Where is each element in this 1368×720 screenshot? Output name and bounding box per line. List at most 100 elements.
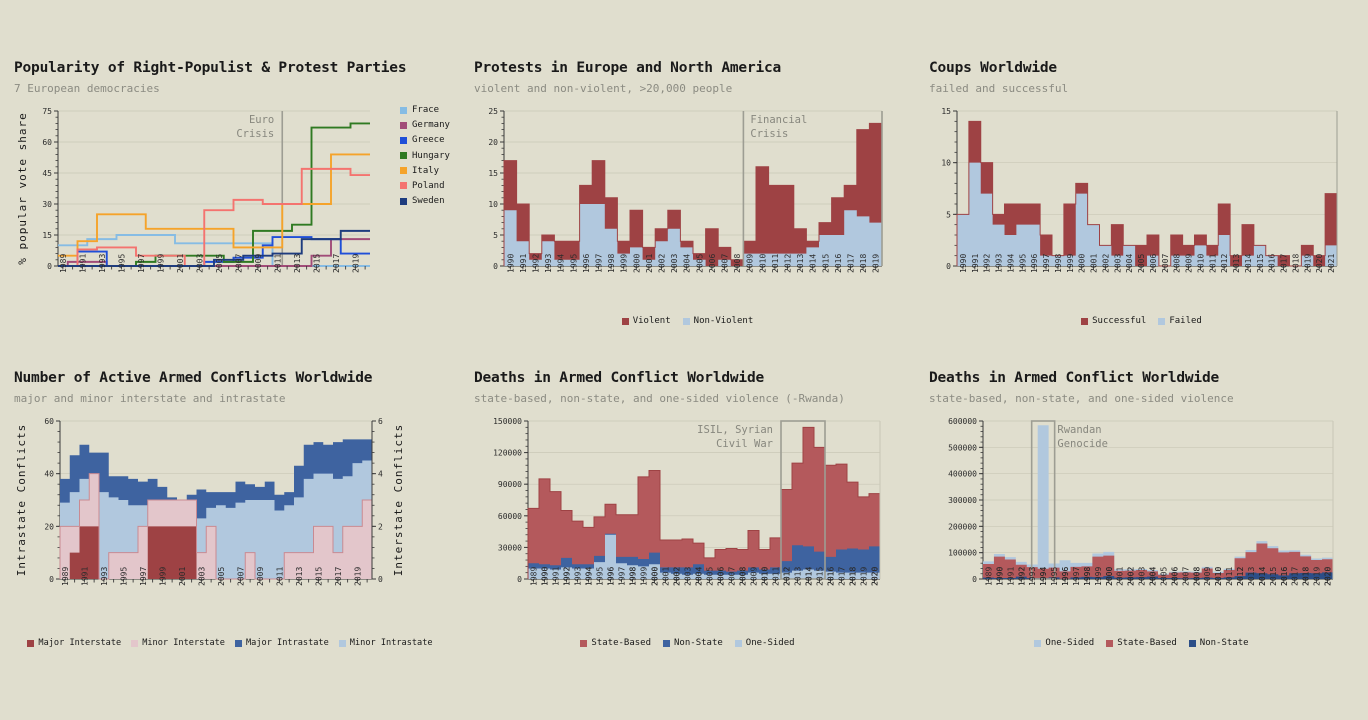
svg-text:30: 30 [42, 200, 52, 209]
legend-item: Sweden [400, 196, 450, 206]
panel-subtitle: violent and non-violent, >20,000 people [474, 82, 733, 95]
svg-text:1996: 1996 [607, 567, 616, 586]
svg-text:1992: 1992 [1017, 567, 1026, 586]
svg-text:2010: 2010 [758, 254, 767, 273]
legend-label: Italy [412, 165, 440, 176]
plot-coups: 0 5 10 15 1990 1991 1992 1993 1994 1995 1996 1997 19… [929, 105, 1354, 320]
panel-title: Popularity of Right-Populist & Protest P… [14, 60, 407, 76]
svg-text:2009: 2009 [256, 567, 265, 586]
svg-text:Genocide: Genocide [1057, 438, 1108, 450]
legend-label: Non-Violent [693, 316, 754, 326]
svg-text:1995: 1995 [117, 254, 126, 273]
svg-text:2017: 2017 [1291, 567, 1300, 586]
svg-text:Euro: Euro [249, 114, 274, 126]
svg-text:1991: 1991 [1006, 567, 1015, 586]
svg-text:1995: 1995 [1050, 567, 1059, 586]
svg-text:2009: 2009 [750, 567, 759, 586]
svg-text:2011: 2011 [273, 254, 282, 273]
svg-text:2002: 2002 [1127, 567, 1136, 586]
svg-text:2015: 2015 [821, 254, 830, 273]
series-area-nonviolent [504, 204, 882, 266]
svg-text:Interstate Conflicts: Interstate Conflicts [392, 424, 405, 576]
svg-text:60: 60 [44, 417, 54, 426]
svg-text:1992: 1992 [563, 567, 572, 586]
svg-text:2018: 2018 [859, 254, 868, 273]
svg-text:1998: 1998 [607, 254, 616, 273]
series-area-non-state [983, 572, 1333, 579]
svg-text:1994: 1994 [585, 567, 594, 586]
svg-text:2020: 2020 [1324, 567, 1333, 586]
svg-text:2013: 2013 [293, 254, 302, 273]
svg-text:2008: 2008 [739, 567, 748, 586]
legend-label: Minor Interstate [142, 638, 225, 648]
svg-text:300000: 300000 [948, 496, 977, 505]
legend-label: Violent [632, 316, 671, 326]
svg-text:1991: 1991 [971, 254, 980, 273]
svg-text:2002: 2002 [673, 567, 682, 586]
svg-text:45: 45 [42, 169, 52, 178]
legend-label: Successful [1092, 316, 1147, 326]
svg-text:2013: 2013 [1232, 254, 1241, 273]
legend-swatch-icon [131, 639, 139, 647]
svg-text:2006: 2006 [708, 254, 717, 273]
svg-text:1990: 1990 [995, 567, 1004, 586]
svg-text:2016: 2016 [1268, 254, 1277, 273]
svg-text:1994: 1994 [557, 254, 566, 273]
legend-swatch-icon [400, 152, 407, 160]
svg-text:1990: 1990 [506, 254, 515, 273]
svg-text:1993: 1993 [100, 567, 109, 586]
panel-title: Number of Active Armed Conflicts Worldwi… [14, 370, 373, 386]
svg-text:2001: 2001 [178, 567, 187, 586]
svg-text:1990: 1990 [959, 254, 968, 273]
svg-text:2012: 2012 [783, 567, 792, 586]
svg-text:1997: 1997 [1042, 254, 1051, 273]
svg-text:0: 0 [378, 575, 383, 584]
legend-item: Hungary [400, 151, 450, 161]
svg-text:2015: 2015 [312, 254, 321, 273]
svg-text:2019: 2019 [353, 567, 362, 586]
svg-text:2009: 2009 [254, 254, 263, 273]
svg-text:1989: 1989 [984, 567, 993, 586]
svg-text:2014: 2014 [1258, 567, 1267, 586]
legend-swatch-icon [663, 639, 671, 647]
svg-text:25: 25 [488, 107, 498, 116]
svg-text:0: 0 [47, 262, 52, 271]
legend-swatch-icon [338, 639, 346, 647]
legend-label: Hungary [412, 150, 450, 161]
svg-text:1998: 1998 [1083, 567, 1092, 586]
svg-text:60000: 60000 [498, 512, 522, 521]
legend-swatch-icon [734, 639, 742, 647]
svg-text:2010: 2010 [761, 567, 770, 586]
svg-text:2010: 2010 [761, 567, 770, 586]
svg-text:60: 60 [42, 138, 52, 147]
svg-text:2006: 2006 [717, 567, 726, 586]
svg-text:4: 4 [378, 470, 383, 479]
svg-text:2: 2 [378, 522, 383, 531]
series-line-sweden [58, 229, 370, 267]
svg-text:2017: 2017 [334, 567, 343, 586]
panel-coups: Coups Worldwide failed and successful 0 5… [915, 60, 1368, 370]
panel-title: Deaths in Armed Conflict Worldwide [929, 370, 1220, 386]
legend-label: Major Interstate [38, 638, 122, 648]
svg-text:1994: 1994 [1039, 567, 1048, 586]
svg-text:1992: 1992 [983, 254, 992, 273]
svg-text:1996: 1996 [1061, 567, 1070, 586]
svg-text:15: 15 [488, 169, 498, 178]
svg-text:1997: 1997 [618, 567, 627, 586]
svg-text:150000: 150000 [493, 417, 522, 426]
svg-text:2008: 2008 [1192, 567, 1201, 586]
svg-text:2018: 2018 [849, 567, 858, 586]
svg-text:Rwandan: Rwandan [1057, 424, 1101, 436]
svg-text:2007: 2007 [234, 254, 243, 273]
svg-text:2007: 2007 [728, 567, 737, 586]
svg-text:1991: 1991 [78, 254, 87, 273]
panel-subtitle: failed and successful [929, 82, 1069, 95]
svg-text:% popular vote share: % popular vote share [16, 112, 29, 264]
svg-text:1997: 1997 [137, 254, 146, 273]
svg-text:2011: 2011 [771, 254, 780, 273]
svg-text:1989: 1989 [59, 254, 68, 273]
svg-text:2008: 2008 [1192, 567, 1201, 586]
svg-text:2002: 2002 [1127, 567, 1136, 586]
svg-text:1999: 1999 [1066, 254, 1075, 273]
panel-deaths-all: Deaths in Armed Conflict Worldwide state… [915, 370, 1368, 700]
